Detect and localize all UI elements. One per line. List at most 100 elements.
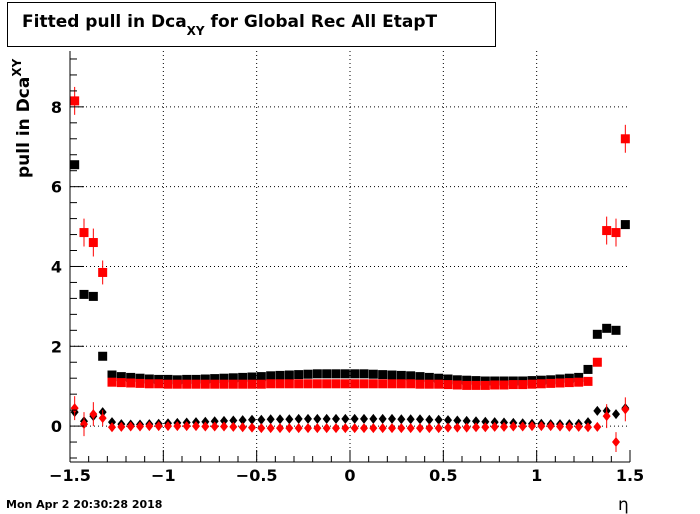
data-point-diamond: [518, 421, 527, 432]
data-point-diamond: [425, 414, 434, 425]
data-point-square: [452, 380, 462, 390]
data-point-diamond: [322, 423, 331, 434]
data-point-square: [574, 377, 584, 387]
y-axis-label: pull in DcaXY: [10, 58, 34, 178]
data-point-diamond: [126, 421, 135, 432]
data-point-square: [322, 369, 332, 379]
data-point-diamond: [565, 421, 574, 432]
data-point-diamond: [416, 423, 424, 434]
data-point-diamond: [584, 417, 592, 428]
data-point-diamond: [369, 423, 378, 434]
timestamp: Mon Apr 2 20:30:28 2018: [6, 498, 163, 511]
data-point-diamond: [108, 417, 116, 428]
y-axis-label-sub: XY: [10, 58, 24, 76]
data-point-square: [200, 379, 210, 389]
data-point-square: [602, 323, 612, 333]
data-point-square: [396, 379, 406, 389]
data-point-square: [219, 373, 229, 383]
data-point-diamond: [210, 416, 219, 427]
data-point-square: [592, 357, 602, 367]
data-point-diamond: [89, 409, 98, 420]
data-point-square: [434, 379, 444, 389]
data-point-diamond: [229, 421, 238, 432]
data-point-square: [182, 379, 192, 389]
data-point-square: [434, 373, 444, 383]
grid-layer: [70, 51, 630, 462]
data-point-diamond: [584, 422, 592, 433]
data-point-diamond: [276, 423, 284, 434]
data-point-diamond: [621, 404, 630, 415]
data-point-square: [471, 380, 481, 390]
data-point-square: [387, 379, 397, 389]
data-point-diamond: [341, 413, 350, 424]
data-point-square: [238, 379, 248, 389]
data-point-square: [70, 96, 80, 106]
data-point-square: [238, 372, 248, 382]
data-point-diamond: [257, 423, 266, 434]
data-point-diamond: [397, 423, 406, 434]
data-point-diamond: [80, 419, 88, 430]
data-point-diamond: [145, 421, 154, 432]
data-point-diamond: [304, 413, 312, 424]
data-point-diamond: [285, 414, 294, 425]
data-point-square: [98, 351, 108, 361]
y-tick-label: 2: [51, 337, 62, 356]
data-point-diamond: [462, 415, 471, 426]
data-point-square: [368, 379, 378, 389]
data-layer: [70, 86, 630, 453]
x-tick-label: −1.5: [49, 466, 91, 485]
data-point-square: [154, 379, 164, 389]
data-point-square: [284, 370, 294, 380]
data-point-diamond: [406, 423, 415, 434]
data-point-square: [490, 380, 500, 390]
data-point-square: [508, 380, 518, 390]
data-point-diamond: [556, 421, 564, 432]
data-point-diamond: [406, 414, 415, 425]
data-point-square: [359, 369, 369, 379]
data-point-diamond: [500, 421, 508, 432]
data-point-diamond: [350, 413, 359, 424]
data-point-diamond: [108, 422, 116, 433]
data-point-square: [275, 370, 285, 380]
data-point-square: [79, 289, 89, 299]
data-point-diamond: [182, 421, 191, 432]
data-point-diamond: [612, 409, 620, 420]
data-point-square: [424, 372, 434, 382]
data-point-square: [294, 379, 304, 389]
x-tick-label: 1.5: [616, 466, 644, 485]
data-point-diamond: [276, 414, 284, 425]
data-point-square: [620, 134, 630, 144]
x-tick-label: 0: [344, 466, 355, 485]
data-point-square: [452, 375, 462, 385]
data-point-square: [247, 372, 257, 382]
data-point-square: [294, 370, 304, 380]
data-point-square: [210, 374, 220, 384]
data-point-square: [583, 376, 593, 386]
data-point-square: [228, 379, 238, 389]
data-point-diamond: [574, 421, 583, 432]
data-point-square: [256, 379, 266, 389]
y-tick-label: 8: [51, 98, 62, 117]
x-tick-label: 0.5: [429, 466, 457, 485]
data-point-diamond: [322, 413, 331, 424]
data-point-diamond: [98, 413, 107, 424]
y-axis-label-main: pull in Dca: [14, 77, 34, 178]
data-point-square: [331, 369, 341, 379]
data-point-diamond: [238, 422, 247, 433]
data-point-square: [303, 379, 313, 389]
data-point-square: [536, 379, 546, 389]
data-point-diamond: [444, 415, 452, 426]
data-point-diamond: [425, 423, 434, 434]
data-point-diamond: [369, 413, 378, 424]
data-point-square: [116, 372, 126, 382]
x-axis-label: η: [618, 495, 629, 514]
data-point-square: [443, 374, 453, 384]
data-point-square: [546, 378, 556, 388]
data-point-square: [126, 378, 136, 388]
data-point-square: [88, 238, 98, 248]
data-point-diamond: [360, 423, 368, 434]
data-point-diamond: [154, 421, 163, 432]
x-tick-label: −1: [151, 466, 176, 485]
data-point-square: [210, 379, 220, 389]
